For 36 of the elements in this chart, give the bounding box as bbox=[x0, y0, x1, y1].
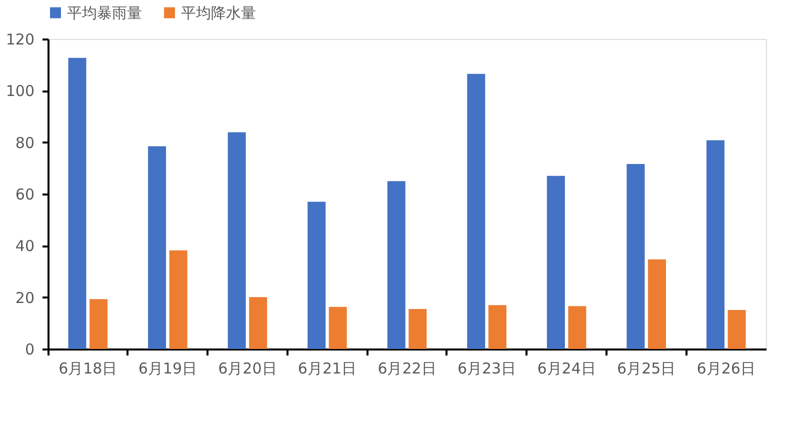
y-tick-label: 60 bbox=[15, 186, 34, 204]
bar bbox=[90, 299, 108, 349]
bar bbox=[488, 305, 506, 349]
bar bbox=[546, 176, 565, 349]
x-tick-label: 6月18日 bbox=[58, 360, 118, 378]
x-tick-label: 6月22日 bbox=[378, 360, 436, 378]
y-tick-label: 80 bbox=[15, 134, 34, 152]
y-tick-label: 100 bbox=[6, 82, 34, 100]
bar bbox=[328, 306, 347, 349]
legend-label: 平均降水量 bbox=[181, 4, 256, 22]
x-tick-label: 6月26日 bbox=[696, 360, 756, 378]
x-tick-label: 6月24日 bbox=[537, 360, 596, 378]
bar bbox=[228, 132, 246, 349]
bar bbox=[626, 164, 645, 349]
bar bbox=[308, 202, 326, 349]
y-tick-label: 0 bbox=[24, 340, 34, 358]
bar bbox=[728, 310, 746, 349]
x-tick-label: 6月25日 bbox=[617, 360, 676, 378]
bar bbox=[148, 146, 166, 349]
bar bbox=[706, 140, 724, 349]
y-tick-label: 40 bbox=[15, 237, 34, 256]
bar bbox=[387, 181, 406, 349]
bar bbox=[68, 58, 86, 349]
bar bbox=[408, 308, 427, 349]
bar bbox=[467, 74, 486, 349]
bar bbox=[169, 250, 188, 349]
y-tick-label: 20 bbox=[15, 288, 34, 307]
y-tick-label: 120 bbox=[6, 30, 34, 48]
x-tick-label: 6月21日 bbox=[298, 360, 357, 378]
bar bbox=[568, 306, 586, 349]
bar bbox=[648, 259, 666, 349]
x-tick-label: 6月23日 bbox=[457, 360, 516, 378]
x-tick-label: 6月20日 bbox=[218, 360, 277, 378]
bar bbox=[249, 297, 268, 349]
x-tick-label: 6月19日 bbox=[138, 360, 197, 378]
legend-label: 平均暴雨量 bbox=[67, 4, 142, 22]
